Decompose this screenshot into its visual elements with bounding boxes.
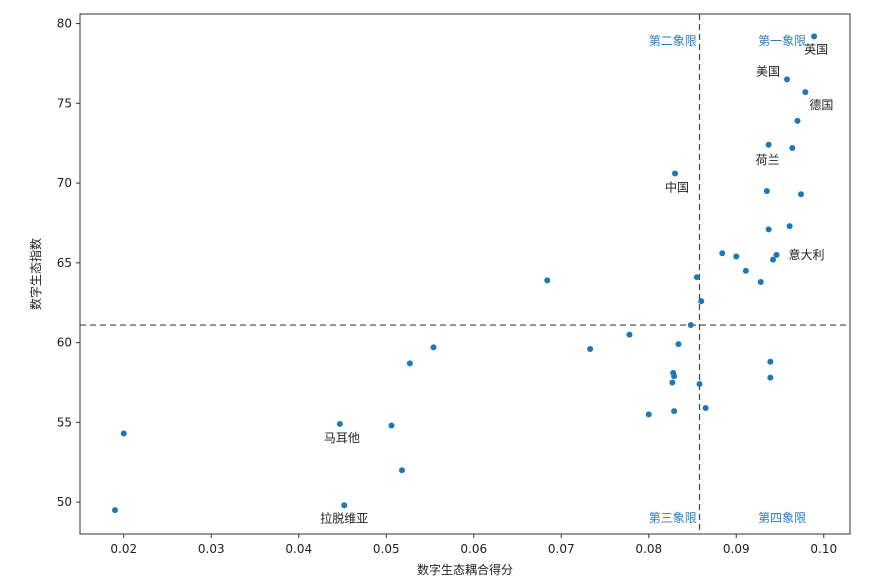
y-tick-label: 75: [57, 96, 72, 110]
data-point: [763, 188, 770, 195]
data-point: [587, 345, 594, 352]
plot-frame: [79, 13, 851, 535]
reference-lines: [80, 14, 850, 534]
data-point: [786, 223, 793, 230]
data-point: [693, 274, 700, 281]
data-point: [675, 341, 682, 348]
quadrant-label: 第二象限: [649, 34, 697, 48]
x-tick-label: 0.09: [723, 542, 750, 556]
point-label: 拉脱维亚: [320, 510, 368, 525]
data-point: [671, 373, 678, 380]
quadrant-label: 第四象限: [758, 511, 806, 525]
data-point: [767, 374, 774, 381]
data-point: [687, 322, 694, 329]
data-point: [672, 170, 678, 177]
x-tick-label: 0.10: [810, 542, 837, 556]
data-point: [430, 344, 437, 351]
data-point: [120, 430, 127, 437]
y-axis-label: 数字生态指数: [28, 238, 43, 310]
y-tick-label: 65: [57, 256, 72, 270]
data-point: [388, 422, 395, 429]
point-label: 美国: [756, 64, 780, 78]
quadrant-label: 第一象限: [758, 34, 806, 48]
x-tick-label: 0.03: [198, 542, 225, 556]
point-label: 英国: [804, 42, 828, 56]
point-label: 中国: [665, 180, 689, 195]
point-label: 意大利: [789, 247, 825, 262]
data-point: [765, 141, 772, 148]
y-tick-label: 70: [57, 176, 72, 190]
data-point: [626, 331, 633, 338]
x-tick-label: 0.08: [635, 542, 662, 556]
data-point: [798, 191, 804, 198]
data-point: [802, 89, 809, 96]
data-point: [336, 420, 343, 427]
x-axis-ticks: 0.02 0.03 0.04 0.05 0.06 0.07 0.08 0.09 0.10: [110, 534, 837, 556]
data-point: [112, 507, 118, 514]
data-point: [811, 33, 818, 40]
point-label: 马耳他: [324, 431, 360, 445]
data-point: [406, 360, 413, 367]
data-point: [765, 226, 772, 233]
data-point: [669, 379, 676, 386]
y-axis-ticks: 50 55 60 65 70 75 80: [57, 17, 80, 509]
x-tick-label: 0.07: [548, 542, 575, 556]
x-axis-label: 数字生态耦合得分: [417, 562, 513, 577]
plot-area: [79, 13, 851, 535]
data-point: [794, 117, 801, 124]
y-tick-label: 80: [57, 17, 72, 31]
x-tick-label: 0.05: [373, 542, 400, 556]
data-point: [757, 278, 764, 285]
data-points: [112, 33, 818, 514]
data-point: [773, 251, 780, 258]
data-point: [698, 298, 705, 305]
y-tick-label: 55: [57, 415, 72, 429]
y-tick-label: 60: [57, 336, 72, 350]
data-point: [742, 267, 749, 274]
data-point: [767, 358, 774, 365]
x-tick-label: 0.02: [110, 542, 137, 556]
quadrant-label: 第三象限: [649, 511, 697, 525]
x-tick-label: 0.06: [460, 542, 487, 556]
point-label: 荷兰: [756, 153, 780, 167]
data-point: [770, 256, 776, 263]
data-point: [733, 253, 740, 260]
data-point: [341, 502, 348, 509]
data-point: [784, 76, 790, 83]
data-point: [399, 467, 405, 474]
data-point: [702, 404, 709, 411]
data-point: [544, 277, 551, 284]
data-point: [671, 408, 678, 415]
data-point: [789, 144, 796, 151]
x-tick-label: 0.04: [285, 542, 312, 556]
data-point: [719, 250, 726, 257]
data-point: [696, 381, 703, 388]
y-tick-label: 50: [57, 495, 72, 509]
point-label: 德国: [809, 97, 833, 112]
data-point: [645, 411, 652, 418]
